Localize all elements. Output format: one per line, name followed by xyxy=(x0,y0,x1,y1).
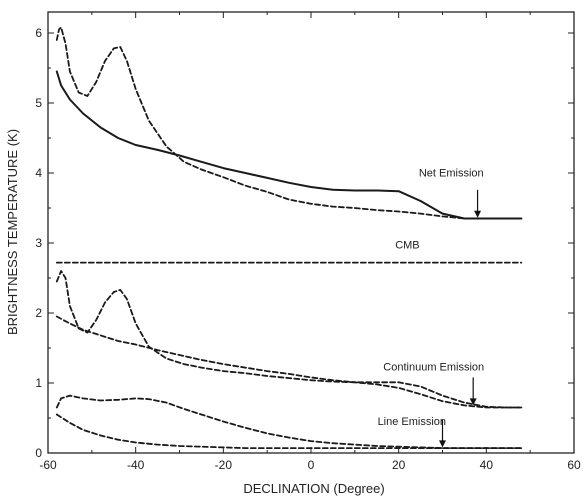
x-tick-label: 0 xyxy=(308,458,315,472)
series-line-7 xyxy=(55,413,523,449)
annotation-label: CMB xyxy=(395,240,419,252)
y-tick-label: 6 xyxy=(35,26,42,40)
annotation-label: Line Emission xyxy=(378,416,446,428)
y-tick-label: 3 xyxy=(35,236,42,250)
series-line-1 xyxy=(55,70,523,220)
y-tick-label: 1 xyxy=(35,376,42,390)
x-axis-title: DECLINATION (Degree) xyxy=(243,481,384,496)
y-tick-label: 5 xyxy=(35,96,42,110)
y-axis-title: BRIGHTNESS TEMPERATURE (K) xyxy=(5,129,20,335)
annotation-arrowhead xyxy=(474,210,482,218)
annotation-label: Continuum Emission xyxy=(383,361,484,373)
series-line-2 xyxy=(55,26,523,220)
annotation-label: Net Emission xyxy=(419,168,484,180)
x-tick-label: 20 xyxy=(392,458,406,472)
x-tick-label: -40 xyxy=(127,458,145,472)
series-line-4 xyxy=(55,270,523,409)
plot-frame xyxy=(47,11,575,454)
annotation-arrowhead xyxy=(469,398,477,406)
x-tick-label: 40 xyxy=(480,458,494,472)
series-line-5 xyxy=(55,315,523,409)
y-tick-label: 2 xyxy=(35,306,42,320)
x-tick-label: -20 xyxy=(215,458,233,472)
y-tick-label: 0 xyxy=(35,446,42,460)
annotation-arrowhead xyxy=(439,440,446,448)
x-tick-label: -60 xyxy=(39,458,57,472)
x-tick-label: 60 xyxy=(567,458,581,472)
y-tick-label: 4 xyxy=(35,166,42,180)
